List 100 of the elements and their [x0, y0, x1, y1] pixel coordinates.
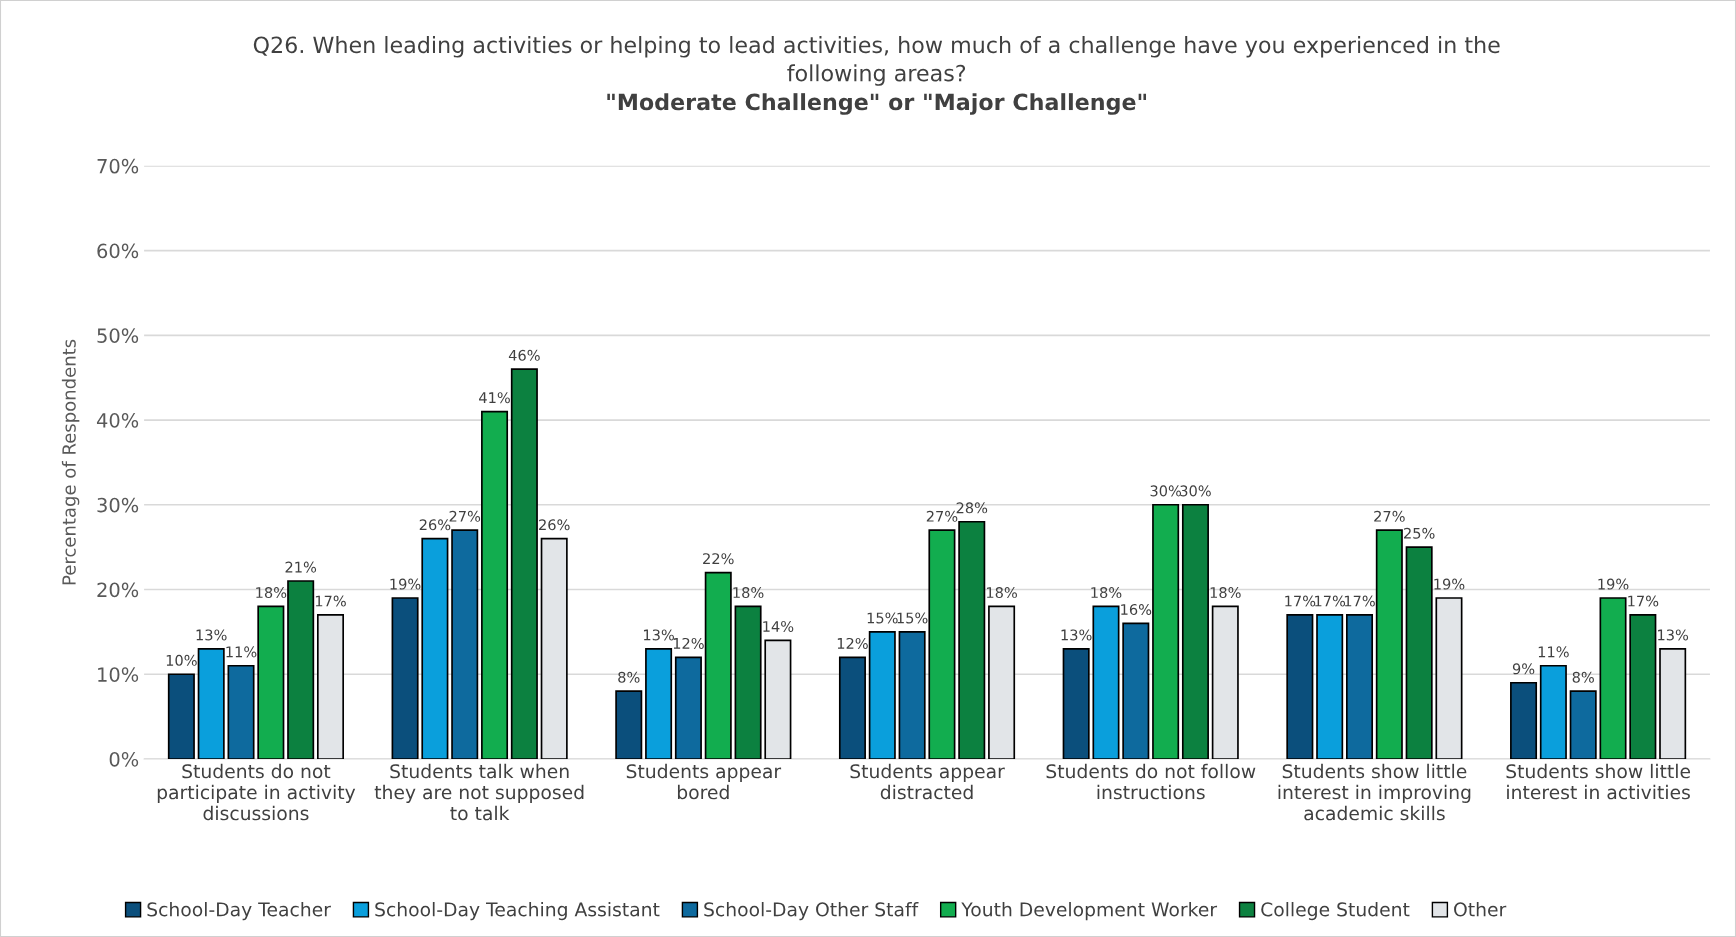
y-tick-label: 10% [98, 667, 139, 682]
data-label: 27% [449, 510, 481, 522]
bar [421, 537, 449, 759]
data-label: 15% [897, 612, 928, 624]
bar [1629, 614, 1657, 759]
y-axis-title: Percentage of Respondents [61, 339, 80, 585]
data-label: 22% [703, 553, 734, 565]
y-tick-label: 40% [96, 413, 139, 428]
data-label: 21% [285, 561, 317, 573]
bar [257, 605, 285, 759]
data-label: 8% [1572, 671, 1594, 683]
x-tick-label: Students do not participate in activity discussions [157, 763, 356, 821]
data-label: 18% [256, 587, 287, 599]
bar [838, 656, 866, 759]
x-tick-label: Students show little interest in activities [1506, 763, 1691, 800]
bar [167, 673, 195, 759]
data-label: 13% [1658, 629, 1689, 641]
bar [1569, 690, 1597, 759]
bar [1435, 597, 1463, 759]
data-label: 26% [539, 519, 570, 531]
bar [1345, 614, 1374, 759]
data-label: 26% [419, 519, 451, 531]
y-tick-label: 30% [97, 497, 139, 513]
bar [1405, 546, 1433, 759]
bar [1286, 614, 1314, 759]
chart-subtitle: "Moderate Challenge" or "Major Challenge" [607, 93, 1147, 115]
data-label: 27% [1374, 510, 1405, 522]
bar [1092, 605, 1120, 759]
data-label: 17% [1344, 595, 1375, 607]
data-label: 13% [1061, 629, 1092, 641]
bar [868, 631, 896, 759]
bar [451, 529, 479, 759]
bar [197, 647, 225, 759]
data-label: 15% [867, 612, 898, 624]
bar [958, 520, 986, 759]
data-label: 12% [673, 637, 704, 649]
bar [1375, 529, 1403, 759]
bar [615, 690, 643, 759]
bar [1659, 647, 1687, 759]
data-label: 11% [1538, 646, 1569, 658]
data-label: 18% [1210, 587, 1241, 599]
data-label: 28% [956, 502, 988, 514]
legend-label: School-Day Teacher [147, 901, 331, 921]
bar [287, 580, 315, 759]
bar [1062, 647, 1090, 759]
data-label: 16% [1121, 603, 1152, 616]
data-label: 11% [226, 646, 257, 658]
data-label: 18% [733, 587, 764, 599]
data-label: 41% [479, 392, 510, 404]
bar [540, 537, 568, 759]
bar [734, 605, 762, 759]
y-tick-label: 50% [97, 328, 139, 343]
x-tick-label: Students appear bored [626, 763, 782, 800]
y-tick-label: 70% [97, 158, 139, 174]
bar [898, 631, 926, 759]
bar [1152, 503, 1180, 759]
bar [1122, 622, 1150, 759]
bar [1181, 503, 1209, 759]
bar [391, 597, 419, 759]
data-label: 17% [1285, 595, 1316, 607]
bar [510, 368, 538, 759]
y-tick-label: 0% [109, 751, 139, 767]
bar [481, 410, 509, 759]
bar [1211, 605, 1239, 759]
legend-label: Youth Development Worker [961, 901, 1218, 921]
data-label: 8% [618, 671, 640, 683]
bar [645, 647, 673, 759]
bar [988, 605, 1016, 759]
legend-label: College Student [1261, 901, 1410, 921]
data-label: 30% [1180, 485, 1211, 497]
data-label: 25% [1404, 527, 1435, 539]
data-label: 12% [837, 637, 868, 649]
chart-title: Q26. When leading activities or helping to lead activities, how much of a challenge have you experienced in the following areas? [253, 36, 1500, 86]
bar [1510, 681, 1538, 759]
data-label: 14% [763, 620, 794, 632]
x-tick-label: Students do not follow instructions [1046, 763, 1256, 800]
bar [316, 614, 345, 759]
data-label: 19% [390, 578, 421, 590]
bar [227, 664, 255, 759]
x-tick-label: Students show little interest in improving academic skills [1278, 763, 1471, 821]
bar [928, 529, 956, 759]
data-label: 19% [1434, 578, 1465, 590]
data-label: 10% [166, 654, 197, 666]
data-label: 13% [196, 629, 227, 641]
bar [1599, 597, 1627, 759]
data-label: 13% [643, 629, 674, 641]
data-label: 46% [508, 349, 540, 361]
legend-label: School-Day Other Staff [704, 901, 919, 921]
data-label: 9% [1512, 663, 1535, 675]
legend-label: Other [1454, 901, 1507, 917]
data-label: 27% [926, 510, 958, 522]
bar [1316, 614, 1344, 759]
data-label: 18% [986, 587, 1017, 599]
data-label: 19% [1598, 578, 1629, 590]
legend-label: School-Day Teaching Assistant [375, 901, 660, 921]
data-label: 17% [1315, 595, 1346, 607]
bar [704, 571, 732, 759]
data-label: 18% [1091, 587, 1122, 599]
bar [674, 656, 702, 759]
x-tick-label: Students talk when they are not supposed to talk [374, 763, 584, 821]
